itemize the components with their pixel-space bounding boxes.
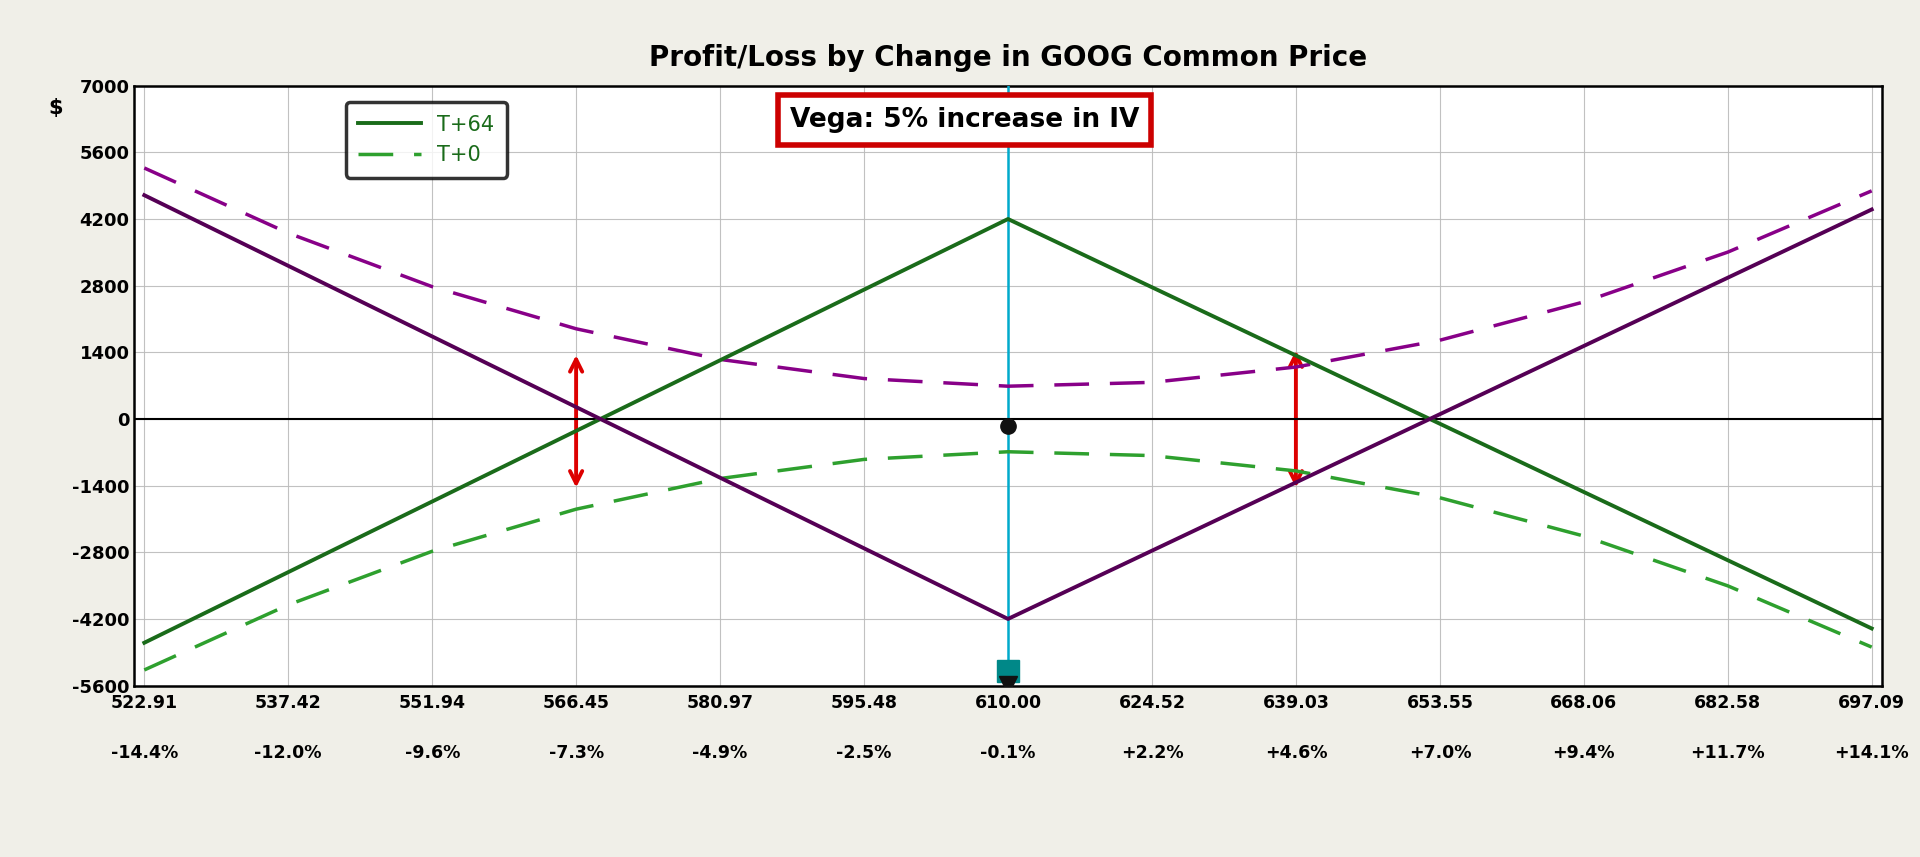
Text: -0.1%: -0.1% [981,744,1035,762]
Text: +11.7%: +11.7% [1690,744,1764,762]
Text: -12.0%: -12.0% [255,744,323,762]
Text: -14.4%: -14.4% [111,744,179,762]
Text: -7.3%: -7.3% [549,744,603,762]
Text: +2.2%: +2.2% [1121,744,1183,762]
Text: +14.1%: +14.1% [1834,744,1908,762]
Text: -9.6%: -9.6% [405,744,461,762]
Text: +9.4%: +9.4% [1553,744,1615,762]
Text: +4.6%: +4.6% [1265,744,1327,762]
Title: Profit/Loss by Change in GOOG Common Price: Profit/Loss by Change in GOOG Common Pri… [649,45,1367,72]
Text: Vega: 5% increase in IV: Vega: 5% increase in IV [789,107,1139,133]
Legend: T+64, T+0: T+64, T+0 [346,102,507,177]
Text: $: $ [48,98,63,117]
Text: -4.9%: -4.9% [693,744,747,762]
Text: +7.0%: +7.0% [1409,744,1471,762]
Text: -2.5%: -2.5% [837,744,891,762]
